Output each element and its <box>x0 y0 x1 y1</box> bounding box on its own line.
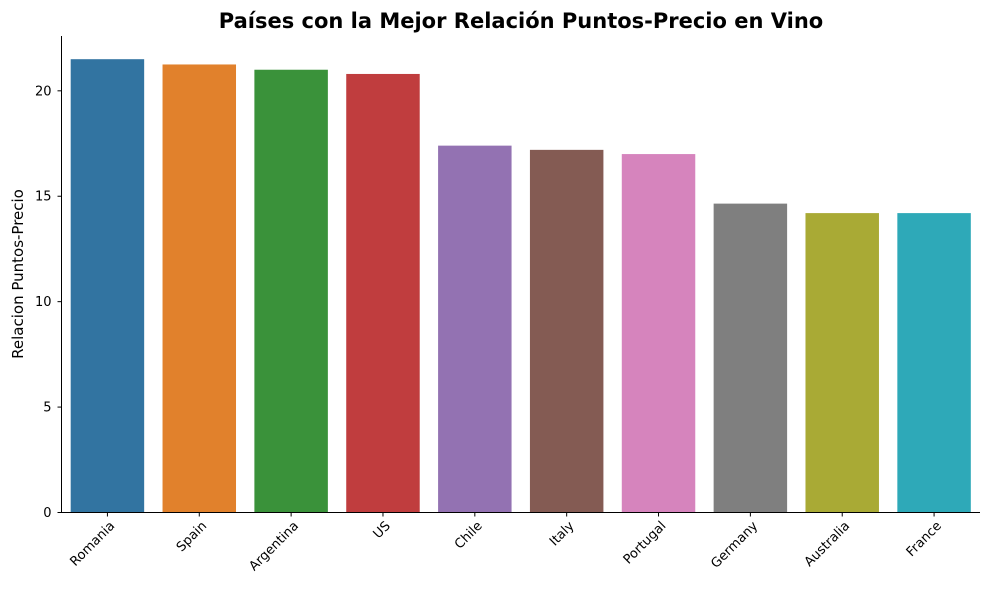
bars-group <box>70 59 971 513</box>
y-axis-label: Relacion Puntos-Precio <box>9 189 27 359</box>
y-tick-label: 0 <box>43 506 51 521</box>
x-tick-label: Argentina <box>247 519 302 574</box>
y-tick-label: 10 <box>35 295 52 310</box>
bar-chile <box>438 145 512 513</box>
bar-australia <box>805 213 879 513</box>
bar-romania <box>70 59 145 513</box>
y-tick-label: 5 <box>43 401 51 416</box>
x-tick-label: Spain <box>174 519 210 555</box>
x-tick-label: Germany <box>708 519 761 572</box>
bar-germany <box>713 203 788 513</box>
bar-argentina <box>254 69 328 513</box>
x-tick-label: France <box>904 519 945 560</box>
y-tick-label: 20 <box>35 84 52 99</box>
x-tick-label: Australia <box>802 519 853 570</box>
x-tick-label: Romania <box>67 519 118 570</box>
x-axis-ticks: Romania Spain Argentina US Chile Italy Portuga… <box>67 512 945 574</box>
bar-spain <box>162 64 237 513</box>
x-tick-label: US <box>371 519 394 542</box>
chart-title: Países con la Mejor Relación Puntos-Prec… <box>219 9 823 33</box>
bar-portugal <box>621 154 696 513</box>
y-axis-ticks: 0 5 10 15 20 <box>35 84 62 521</box>
x-tick-label: Chile <box>452 519 486 553</box>
bar-france <box>897 213 971 513</box>
bar-us <box>346 73 420 513</box>
y-tick-label: 15 <box>35 190 52 205</box>
x-tick-label: Portugal <box>621 519 670 568</box>
x-tick-label: Italy <box>547 519 578 550</box>
bar-italy <box>529 149 604 513</box>
